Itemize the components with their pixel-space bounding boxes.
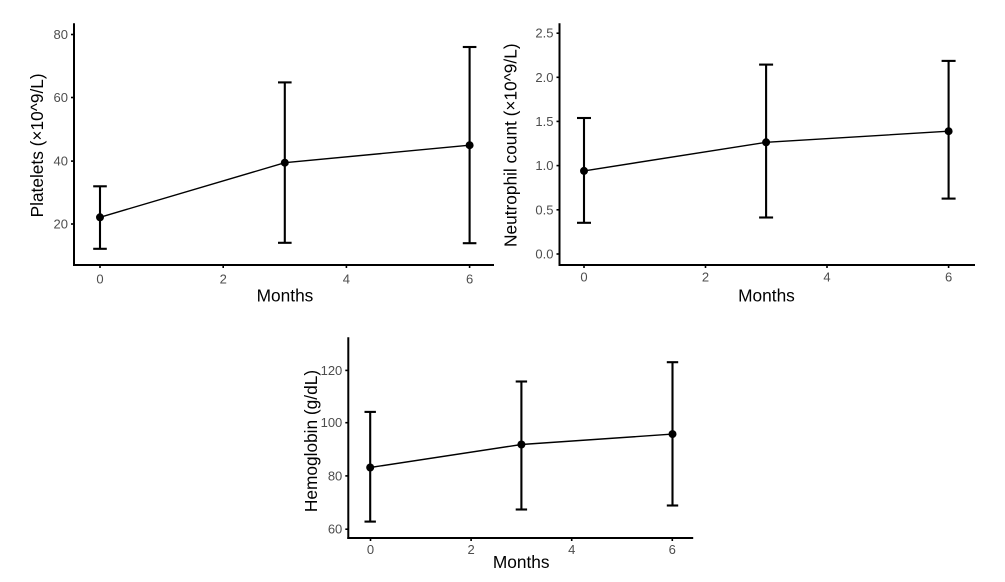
- svg-text:4: 4: [343, 272, 350, 287]
- svg-text:1.5: 1.5: [535, 114, 553, 129]
- svg-text:60: 60: [328, 522, 342, 537]
- svg-text:2: 2: [702, 270, 709, 285]
- svg-text:0: 0: [580, 270, 587, 285]
- svg-text:4: 4: [568, 542, 575, 557]
- svg-text:20: 20: [54, 217, 68, 232]
- svg-text:Platelets (×10^9/L): Platelets (×10^9/L): [27, 73, 47, 217]
- svg-text:120: 120: [321, 363, 343, 378]
- svg-text:2: 2: [467, 542, 474, 557]
- svg-text:80: 80: [54, 27, 68, 42]
- svg-text:0: 0: [367, 542, 374, 557]
- svg-text:0.5: 0.5: [535, 202, 553, 217]
- svg-text:0.0: 0.0: [535, 247, 553, 262]
- svg-text:40: 40: [54, 154, 68, 169]
- svg-text:2.5: 2.5: [535, 26, 553, 41]
- svg-text:100: 100: [321, 415, 343, 430]
- svg-text:6: 6: [669, 542, 676, 557]
- svg-text:2: 2: [220, 272, 227, 287]
- svg-text:1.0: 1.0: [535, 158, 553, 173]
- svg-text:Neutrophil count (×10^9/L): Neutrophil count (×10^9/L): [500, 43, 520, 247]
- svg-text:4: 4: [823, 270, 830, 285]
- svg-text:Months: Months: [738, 286, 795, 306]
- svg-text:Months: Months: [257, 286, 314, 306]
- svg-text:60: 60: [54, 90, 68, 105]
- svg-text:80: 80: [328, 468, 342, 483]
- svg-text:0: 0: [96, 272, 103, 287]
- svg-text:Hemoglobin (g/dL): Hemoglobin (g/dL): [301, 370, 321, 512]
- svg-text:2.0: 2.0: [535, 70, 553, 85]
- svg-text:Months: Months: [493, 552, 550, 572]
- svg-text:6: 6: [945, 270, 952, 285]
- svg-text:6: 6: [466, 272, 473, 287]
